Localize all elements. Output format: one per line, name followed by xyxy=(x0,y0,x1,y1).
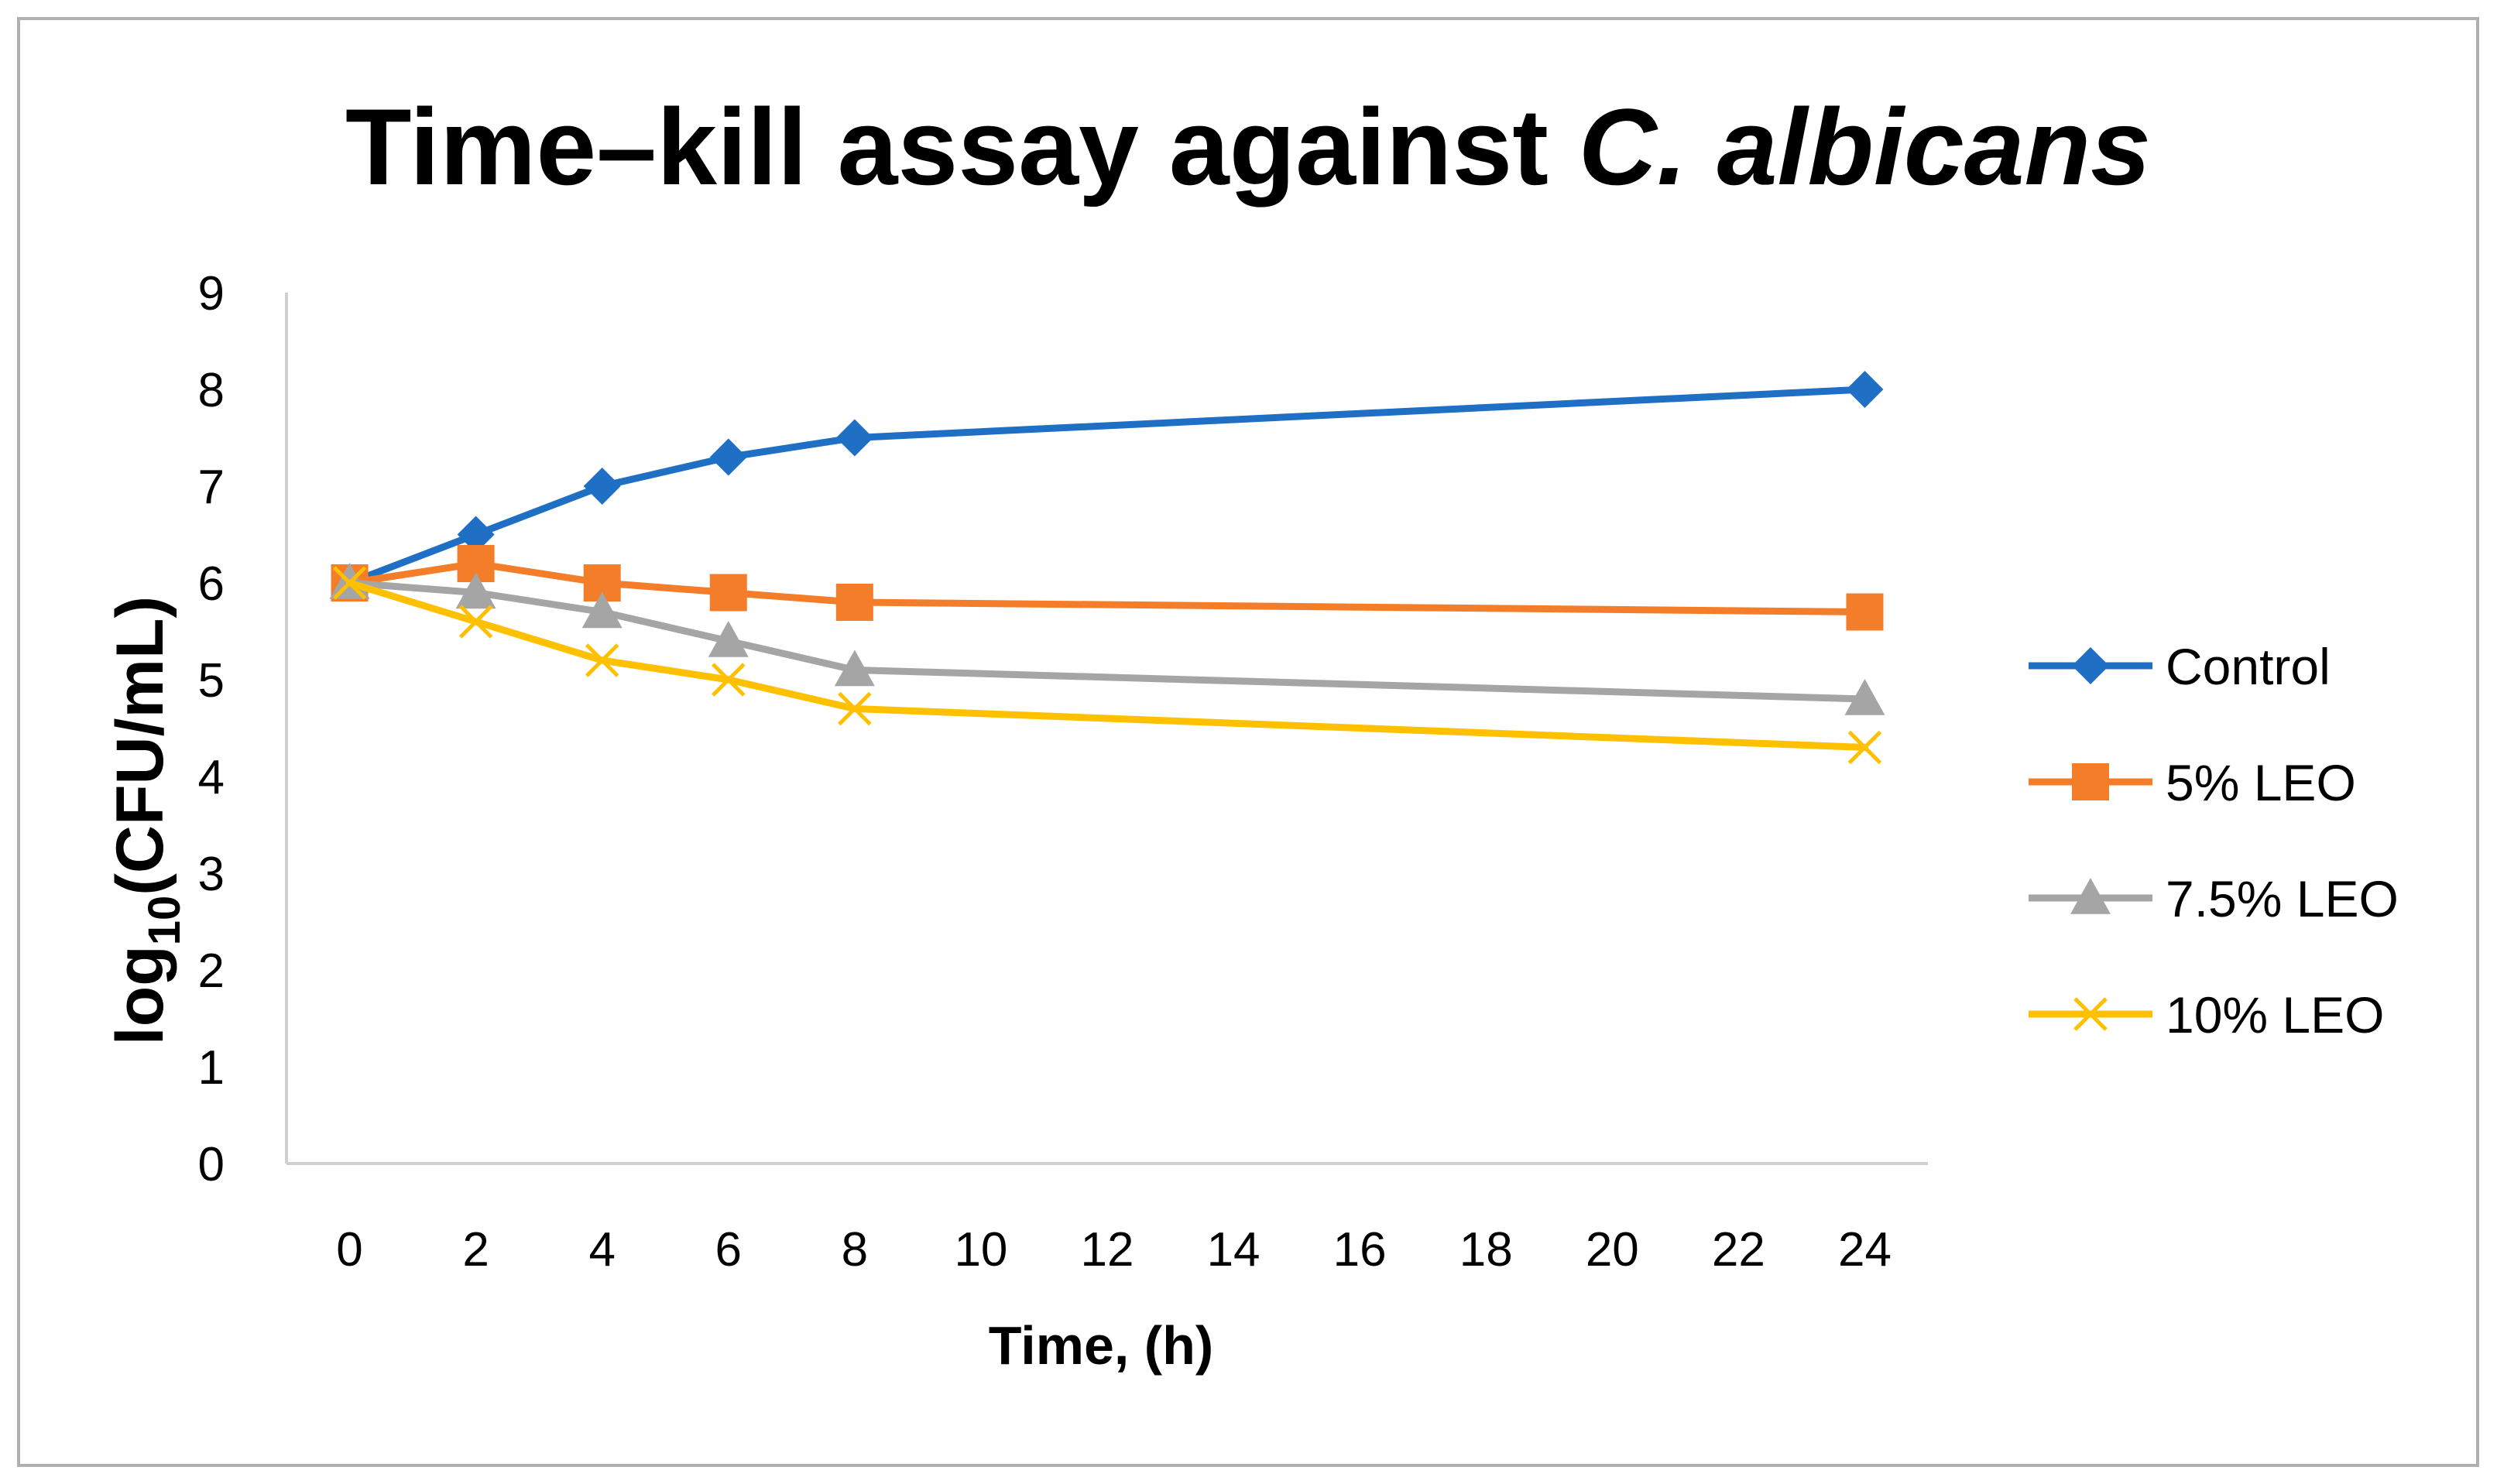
y-tick-label: 5 xyxy=(198,654,225,708)
data-point xyxy=(708,621,749,657)
data-point xyxy=(583,468,621,505)
legend-item: 10% LEO xyxy=(2029,986,2385,1044)
legend: Control 5% LEO 7.5% LEO 10% LEO xyxy=(2029,638,2399,1044)
y-axis-title-suffix: (CFU/mL) xyxy=(103,596,177,896)
y-tick-label: 7 xyxy=(198,461,225,514)
legend-marker xyxy=(2072,647,2109,684)
y-tick-label: 0 xyxy=(198,1138,225,1191)
legend-marker xyxy=(2072,763,2109,800)
y-tick-label: 8 xyxy=(198,364,225,417)
data-point xyxy=(1844,679,1885,715)
chart-frame xyxy=(17,17,2479,1467)
data-point xyxy=(457,516,495,554)
y-tick-label: 6 xyxy=(198,557,225,611)
legend-item: 5% LEO xyxy=(2029,754,2356,811)
x-tick-label: 6 xyxy=(715,1223,742,1277)
y-tick-label: 3 xyxy=(198,848,225,901)
y-tick-label: 9 xyxy=(198,267,225,320)
x-tick-label: 12 xyxy=(1081,1223,1134,1277)
data-point xyxy=(712,663,746,697)
series-line xyxy=(346,579,1868,751)
chart-title-italic: C. albicans xyxy=(1579,86,2151,207)
x-tick-label: 2 xyxy=(462,1223,489,1277)
data-point xyxy=(332,566,367,600)
data-point xyxy=(458,605,493,639)
axes xyxy=(285,293,1928,1165)
legend-item: Control xyxy=(2029,638,2331,695)
series-1 xyxy=(331,371,1884,601)
x-axis-title: Time, (h) xyxy=(989,1315,1213,1376)
legend-label: 7.5% LEO xyxy=(2166,870,2399,927)
y-tick-labels: 0 1 2 3 4 5 6 7 8 9 xyxy=(198,267,225,1191)
x-tick-labels: 0 2 4 6 8 10 12 14 16 18 20 22 24 xyxy=(336,1223,1892,1277)
data-point xyxy=(1846,371,1884,408)
x-tick-label: 24 xyxy=(1838,1223,1892,1277)
data-point xyxy=(834,649,875,687)
x-tick-label: 10 xyxy=(954,1223,1007,1277)
x-tick-label: 14 xyxy=(1207,1223,1261,1277)
legend-marker xyxy=(2073,997,2108,1031)
x-tick-label: 8 xyxy=(842,1223,868,1277)
y-axis-title: log10(CFU/mL) xyxy=(103,596,190,1045)
legend-label: Control xyxy=(2166,638,2331,695)
legend-item: 7.5% LEO xyxy=(2029,870,2399,927)
series-4 xyxy=(332,566,1882,765)
data-point xyxy=(835,584,873,621)
y-axis-title-subscript: 10 xyxy=(139,896,190,946)
x-tick-label: 0 xyxy=(336,1223,362,1277)
data-point xyxy=(585,643,619,677)
series-line xyxy=(346,560,1868,615)
data-point xyxy=(1847,730,1882,765)
series-layer xyxy=(329,371,1885,765)
y-tick-label: 1 xyxy=(198,1041,225,1095)
series-2 xyxy=(331,545,1884,631)
series-line xyxy=(346,386,1868,587)
chart-title-main: Time–kill assay against xyxy=(345,86,1579,207)
data-point xyxy=(835,419,873,457)
data-point xyxy=(1846,593,1884,631)
chart-title: Time–kill assay against C. albicans xyxy=(345,86,2151,207)
y-axis-title-prefix: log xyxy=(103,945,177,1045)
series-line xyxy=(346,579,1868,703)
x-tick-label: 20 xyxy=(1586,1223,1639,1277)
legend-label: 5% LEO xyxy=(2166,754,2356,811)
legend-marker xyxy=(2070,878,2111,914)
legend-label: 10% LEO xyxy=(2166,986,2385,1044)
x-tick-label: 4 xyxy=(588,1223,615,1277)
x-tick-label: 18 xyxy=(1459,1223,1513,1277)
series-3 xyxy=(329,563,1885,715)
y-tick-label: 4 xyxy=(198,751,225,804)
data-point xyxy=(455,572,496,609)
data-point xyxy=(709,574,747,612)
x-tick-label: 16 xyxy=(1333,1223,1387,1277)
x-tick-label: 22 xyxy=(1712,1223,1765,1277)
y-tick-label: 2 xyxy=(198,944,225,998)
data-point xyxy=(838,691,872,726)
data-point xyxy=(709,438,747,476)
data-point xyxy=(581,591,623,629)
